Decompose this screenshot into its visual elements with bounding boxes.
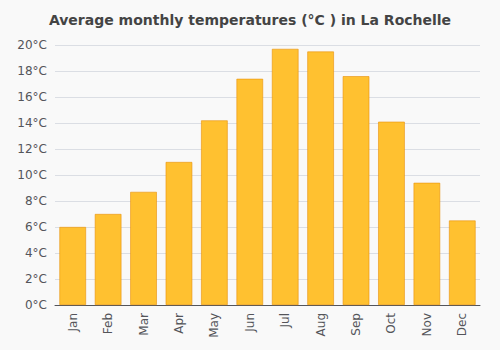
svg-text:0°C: 0°C (25, 298, 47, 312)
svg-text:10°C: 10°C (17, 168, 47, 182)
svg-text:18°C: 18°C (17, 64, 47, 78)
svg-text:Apr: Apr (172, 313, 186, 334)
svg-text:4°C: 4°C (25, 246, 47, 260)
svg-text:8°C: 8°C (25, 194, 47, 208)
svg-text:2°C: 2°C (25, 272, 47, 286)
svg-text:6°C: 6°C (25, 220, 47, 234)
svg-text:Nov: Nov (420, 313, 434, 336)
svg-text:Dec: Dec (455, 313, 469, 336)
svg-text:14°C: 14°C (17, 116, 47, 130)
svg-text:Jul: Jul (278, 313, 292, 328)
svg-text:Jun: Jun (243, 313, 257, 333)
svg-text:Sep: Sep (349, 313, 363, 336)
svg-text:Aug: Aug (314, 313, 328, 336)
svg-text:16°C: 16°C (17, 90, 47, 104)
svg-text:Feb: Feb (101, 313, 115, 334)
svg-text:May: May (207, 313, 221, 338)
svg-text:Average monthly temperatures (: Average monthly temperatures (°C ) in La… (49, 12, 451, 28)
svg-text:Jan: Jan (66, 313, 80, 333)
svg-text:Oct: Oct (384, 313, 398, 334)
svg-text:12°C: 12°C (17, 142, 47, 156)
svg-text:Mar: Mar (137, 313, 151, 336)
svg-text:20°C: 20°C (17, 38, 47, 52)
